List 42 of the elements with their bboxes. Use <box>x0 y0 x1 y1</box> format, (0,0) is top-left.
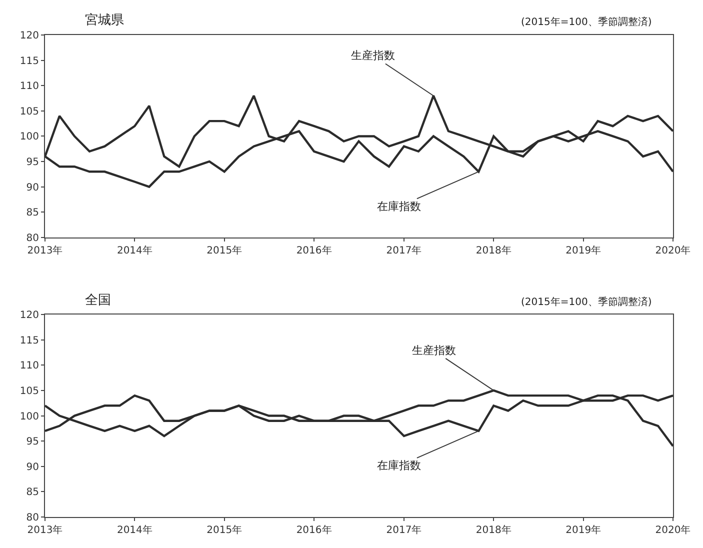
y-tick-label: 85 <box>26 487 39 498</box>
annotation: 在庫指数 <box>377 459 421 472</box>
x-tick-label: 2014年 <box>116 244 152 256</box>
annotation: 在庫指数 <box>377 200 421 213</box>
x-tick-label: 2017年 <box>386 244 422 256</box>
y-tick-label: 95 <box>26 157 39 168</box>
x-tick-label: 2018年 <box>476 244 512 256</box>
y-tick-label: 105 <box>20 106 39 118</box>
x-tick-label: 2020年 <box>655 524 691 536</box>
x-tick-label: 2017年 <box>386 524 422 536</box>
annotation: 生産指数 <box>351 49 395 62</box>
y-tick-label: 80 <box>26 232 39 244</box>
x-tick-label: 2016年 <box>296 524 332 536</box>
y-tick-label: 120 <box>20 310 39 322</box>
x-tick-label: 2016年 <box>296 244 332 256</box>
x-tick-label: 2015年 <box>206 244 242 256</box>
y-tick-label: 110 <box>20 81 39 92</box>
chart-title: 宮城県 <box>85 12 124 28</box>
y-tick-label: 90 <box>26 462 39 473</box>
y-tick-label: 85 <box>26 208 39 219</box>
y-tick-label: 80 <box>26 512 39 524</box>
chart-subtitle: (2015年=100、季節調整済) <box>521 16 652 28</box>
x-tick-label: 2013年 <box>27 524 63 536</box>
x-tick-label: 2019年 <box>566 244 602 256</box>
y-tick-label: 105 <box>20 386 39 397</box>
y-tick-label: 90 <box>26 182 39 194</box>
y-tick-label: 115 <box>20 335 39 346</box>
chart-title: 全国 <box>85 293 111 308</box>
x-tick-label: 2018年 <box>476 524 512 536</box>
x-tick-label: 2014年 <box>116 524 152 536</box>
annotation: 生産指数 <box>412 344 456 357</box>
x-tick-label: 2019年 <box>566 524 602 536</box>
chart-subtitle: (2015年=100、季節調整済) <box>521 296 652 308</box>
x-tick-label: 2015年 <box>206 524 242 536</box>
y-tick-label: 100 <box>20 411 39 422</box>
y-tick-label: 100 <box>20 132 39 143</box>
y-tick-label: 95 <box>26 436 39 448</box>
y-tick-label: 120 <box>20 30 39 42</box>
x-tick-label: 2020年 <box>655 244 691 256</box>
x-tick-label: 2013年 <box>27 244 63 256</box>
y-tick-label: 110 <box>20 360 39 372</box>
y-tick-label: 115 <box>20 56 39 67</box>
